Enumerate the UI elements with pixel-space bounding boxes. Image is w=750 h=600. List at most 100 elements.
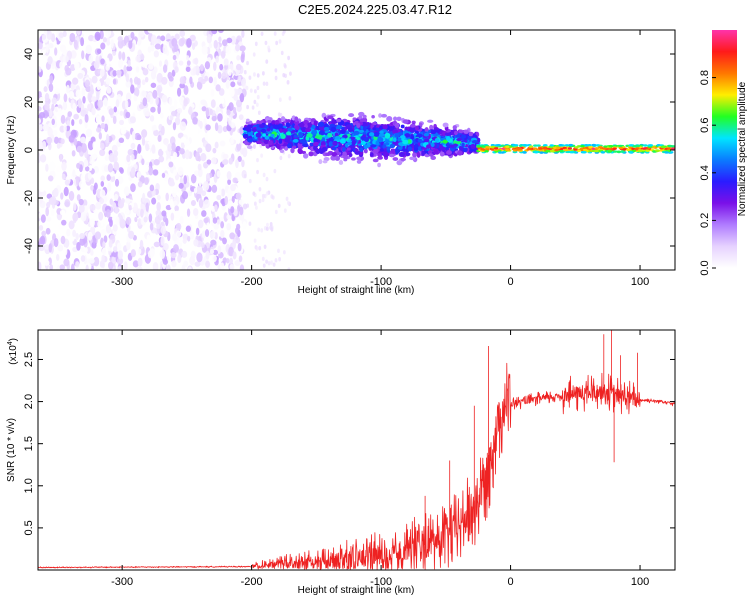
spectrogram-cell	[233, 95, 239, 102]
spectrogram-cell	[201, 106, 207, 112]
spectrogram-cell	[218, 30, 224, 34]
spectrogram-cell	[87, 231, 93, 241]
spectrogram-cell	[346, 147, 351, 151]
spectrogram-cell	[239, 45, 246, 52]
spectrogram-cell	[466, 135, 473, 140]
spectrogram-cell	[505, 145, 510, 148]
spectrogram-cell	[71, 119, 75, 126]
spectrogram-cell	[107, 182, 112, 192]
spectrogram-cell	[130, 142, 136, 150]
spectrogram-cell	[261, 197, 265, 203]
spectrogram-cell	[442, 122, 449, 128]
spectrogram-cell	[254, 41, 258, 47]
colorbar: 0.0 0.2 0.4 0.6 0.8 Normalized spectral ampl…	[699, 30, 748, 276]
spectrogram-cell	[176, 112, 180, 119]
spectrogram-cell	[105, 30, 112, 38]
spectrogram-cell	[150, 82, 157, 88]
spectrogram-cell	[245, 127, 252, 132]
spectrogram-cell	[237, 75, 242, 83]
spectrogram-cell	[121, 51, 126, 61]
spectrogram-cell	[288, 96, 292, 101]
spectrogram-cell	[87, 140, 94, 151]
spectrogram-cell	[263, 244, 267, 249]
spectrogram-cell	[63, 247, 68, 256]
spectrogram-cell	[311, 129, 318, 135]
x-tick-label: 0	[508, 576, 514, 588]
spectrogram-cell	[402, 119, 409, 124]
spectrogram-cell	[377, 153, 382, 158]
spectrogram-cell	[457, 150, 463, 156]
spectrogram-cell	[63, 124, 67, 133]
spectrogram-cell	[336, 119, 342, 123]
spectrogram-cell	[141, 136, 146, 146]
y-tick-label: 1.0	[23, 478, 35, 493]
spectrogram-cell	[136, 77, 141, 86]
spectrogram-cell	[282, 72, 286, 78]
spectrogram-cell	[60, 138, 65, 145]
spectrogram-cell	[379, 130, 384, 135]
spectrogram-cell	[103, 97, 108, 107]
spectrogram-cell	[275, 40, 279, 46]
spectrogram-cell	[309, 142, 314, 147]
spectrogram-cell	[559, 149, 564, 153]
spectrogram-cell	[78, 180, 86, 189]
spectrogram-cell	[145, 143, 150, 152]
spectrogram-cell	[321, 146, 328, 152]
spectrogram-cell	[112, 78, 117, 85]
spectrogram-cell	[493, 147, 499, 150]
spectrogram-cell	[260, 153, 264, 158]
spectrogram-cell	[197, 219, 204, 229]
spectrogram-cell	[152, 124, 157, 131]
spectrogram-cell	[116, 257, 124, 265]
spectrogram-cell	[269, 222, 273, 227]
spectrogram-cell	[285, 196, 289, 201]
spectrogram-cell	[273, 31, 277, 36]
spectrogram-cell	[43, 86, 48, 93]
spectrogram-cell	[450, 131, 456, 135]
spectrogram-cell	[363, 148, 368, 154]
spectrogram-cell	[45, 207, 49, 217]
spectrogram-cell	[192, 116, 198, 125]
spectrogram-cell	[50, 196, 57, 205]
spectrogram-cell	[553, 146, 558, 150]
spectrogram-cell	[138, 31, 145, 38]
spectrogram-cell	[226, 223, 232, 231]
spectrogram-cell	[405, 151, 410, 156]
spectrogram-cell	[255, 132, 262, 138]
spectrogram-cell	[80, 211, 87, 222]
spectrogram-cell	[536, 144, 541, 147]
spectrogram-cell	[594, 149, 599, 153]
spectrogram-cell	[102, 37, 107, 43]
spectrogram-cell	[179, 148, 185, 155]
spectrogram-cell	[433, 150, 439, 155]
spectrogram-cell	[56, 142, 61, 149]
spectrogram-cell	[554, 148, 559, 152]
spectrogram-cell	[171, 69, 176, 77]
spectrogram-cell	[77, 72, 84, 80]
spectrogram-cell	[270, 194, 274, 199]
spectrogram-cell	[90, 249, 94, 256]
y-tick-label: -40	[23, 238, 35, 254]
spectrogram-cell	[217, 124, 223, 134]
spectrogram-cell	[100, 229, 107, 236]
spectrogram-cell	[133, 87, 140, 97]
spectrogram-cell	[187, 266, 192, 270]
spectrogram-cell	[221, 72, 227, 80]
spectrogram-cell	[72, 212, 79, 222]
spectrogram-cell	[285, 122, 290, 128]
spectrogram-cell	[114, 178, 120, 187]
spectrogram-cell	[386, 146, 391, 151]
spectrogram-cell	[102, 84, 106, 93]
spectrogram-cell	[59, 44, 67, 53]
spectrogram-cell	[424, 127, 429, 133]
spectrogram-cell	[218, 36, 222, 43]
spectrogram-cell	[151, 144, 156, 154]
spectrogram-cell	[126, 240, 131, 251]
spectrogram-cell	[93, 250, 99, 257]
spectrogram-cell	[44, 244, 50, 250]
spectrogram-cell	[660, 145, 665, 149]
spectrogram-cell	[471, 139, 478, 144]
spectrogram-cell	[241, 78, 246, 87]
spectrogram-cell	[372, 127, 377, 131]
spectrogram-cell	[180, 141, 185, 149]
